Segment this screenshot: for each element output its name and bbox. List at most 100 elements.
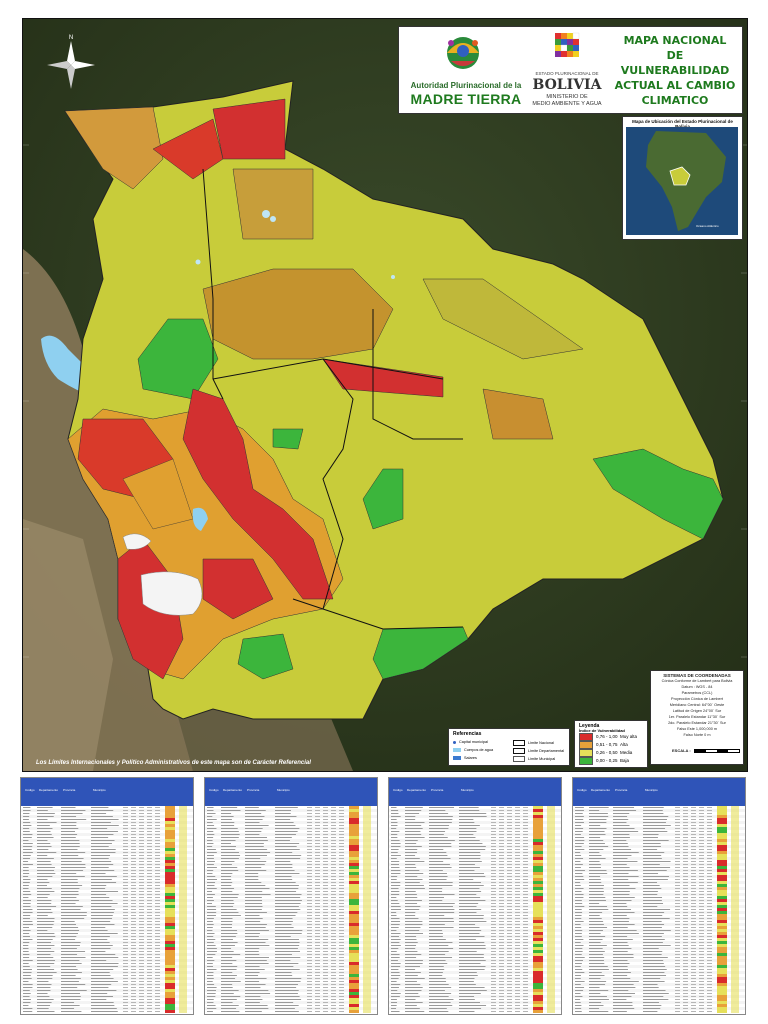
coord-line: Latitud de Origen 24°00´ Sur (672, 709, 722, 713)
vulnerability-cell (165, 833, 175, 836)
vulnerability-cell (349, 908, 359, 911)
vulnerability-cell (717, 944, 727, 947)
vulnerability-cell (533, 953, 543, 956)
vulnerability-cell (717, 953, 727, 956)
vulnerability-cell (349, 872, 359, 875)
svg-text:Océano Atlántico: Océano Atlántico (696, 224, 719, 228)
inset-title: Mapa de Ubicación del Estado Plurinacion… (632, 119, 733, 129)
vulnerability-cell (349, 881, 359, 884)
data-table-2[interactable]: Código Departamento Provincia Municipio (204, 777, 378, 1015)
title-box: Autoridad Plurinacional de la MADRE TIER… (398, 26, 743, 114)
vulnerability-cell (165, 995, 175, 998)
vulnerability-cell (717, 812, 727, 815)
vulnerability-cell (533, 968, 543, 971)
vulnerability-cell (717, 878, 727, 881)
vulnerability-cell (349, 875, 359, 878)
vulnerability-cell (349, 890, 359, 893)
coord-line: 2do. Paralelo Estandar 21°30´ Sur (668, 721, 726, 725)
vulnerability-cell (349, 845, 359, 848)
vulnerability-cell (349, 923, 359, 926)
vulnerability-cell (717, 992, 727, 995)
vulnerability-cell (165, 878, 175, 881)
table-row (573, 905, 745, 908)
vulnerability-cell (165, 929, 175, 932)
table-row (205, 812, 377, 815)
vulnerability-cell (349, 998, 359, 1001)
table-row (205, 860, 377, 863)
vulnerability-cell (717, 824, 727, 827)
vulnerability-cell (349, 878, 359, 881)
vulnerability-cell (533, 929, 543, 932)
bolivia-inset-highlight (669, 166, 691, 186)
vulnerability-cell (717, 989, 727, 992)
ministry-name: MINISTERIO DE MEDIO AMBIENTE Y AGUA (532, 94, 602, 107)
table-row (21, 950, 193, 953)
vulnerability-cell (349, 974, 359, 977)
data-table-4[interactable]: Código Departamento Provincia Municipio (572, 777, 746, 1015)
vulnerability-cell (165, 821, 175, 824)
vulnerability-cell (717, 902, 727, 905)
vulnerability-cell (533, 983, 543, 986)
vulnerability-cell (165, 893, 175, 896)
vulnerability-cell (349, 980, 359, 983)
vulnerability-cell (165, 914, 175, 917)
vulnerability-cell (165, 854, 175, 857)
vulnerability-cell (717, 881, 727, 884)
vulnerability-cell (717, 1010, 727, 1013)
data-table-3[interactable]: Código Departamento Provincia Municipio (388, 777, 562, 1015)
ref-item-capital: Capital municipal (453, 740, 488, 744)
vulnerability-cell (349, 854, 359, 857)
vulnerability-cell (349, 806, 359, 809)
vulnerability-cell (165, 980, 175, 983)
vulnerability-cell (349, 821, 359, 824)
vulnerability-cell (349, 866, 359, 869)
very-high-swatch (579, 732, 593, 741)
vulnerability-cell (349, 902, 359, 905)
coord-line: Proyección Cónica de Lambert (671, 697, 723, 701)
vulnerability-cell (533, 857, 543, 860)
vulnerability-cell (349, 911, 359, 914)
salt-icon (453, 756, 461, 760)
vulnerability-cell (349, 947, 359, 950)
vulnerability-cell (533, 839, 543, 842)
vulnerability-cell (533, 908, 543, 911)
svg-text:N: N (69, 35, 73, 41)
vulnerability-cell (717, 869, 727, 872)
vulnerability-cell (165, 842, 175, 845)
table-row (389, 821, 561, 824)
vulnerability-cell (533, 809, 543, 812)
vulnerability-cell (349, 839, 359, 842)
vulnerability-cell (349, 989, 359, 992)
vulnerability-cell (533, 956, 543, 959)
vulnerability-cell (165, 1004, 175, 1007)
vulnerability-cell (165, 953, 175, 956)
table-row (21, 998, 193, 1001)
legend-box: Leyenda Índice de Vulnerabilidad 0,76 - … (574, 720, 648, 768)
vulnerability-cell (533, 1004, 543, 1007)
vulnerability-cell (533, 923, 543, 926)
national-limit-icon (513, 740, 525, 746)
table-row (21, 872, 193, 875)
vulnerability-cell (165, 884, 175, 887)
vulnerability-cell (349, 848, 359, 851)
table-row (389, 998, 561, 1001)
vulnerability-cell (349, 950, 359, 953)
vulnerability-cell (349, 926, 359, 929)
vulnerability-map[interactable]: N (23, 19, 747, 771)
data-table-1[interactable]: Código Departamento Provincia Municipio (20, 777, 194, 1015)
vulnerability-cell (165, 944, 175, 947)
ref-item-dept-limit: Limite Departamental (513, 748, 564, 754)
vulnerability-cell (165, 911, 175, 914)
vulnerability-cell (533, 818, 543, 821)
table-row (573, 983, 745, 986)
vulnerability-cell (533, 995, 543, 998)
vulnerability-cell (165, 974, 175, 977)
vulnerability-cell (717, 830, 727, 833)
location-inset-map[interactable]: Mapa de Ubicación del Estado Plurinacion… (622, 116, 743, 240)
vulnerability-cell (165, 824, 175, 827)
vulnerability-cell (717, 806, 727, 809)
vulnerability-cell (349, 935, 359, 938)
vulnerability-cell (717, 815, 727, 818)
vulnerability-cell (165, 902, 175, 905)
coord-line: Parametros (CCL) (681, 691, 713, 695)
